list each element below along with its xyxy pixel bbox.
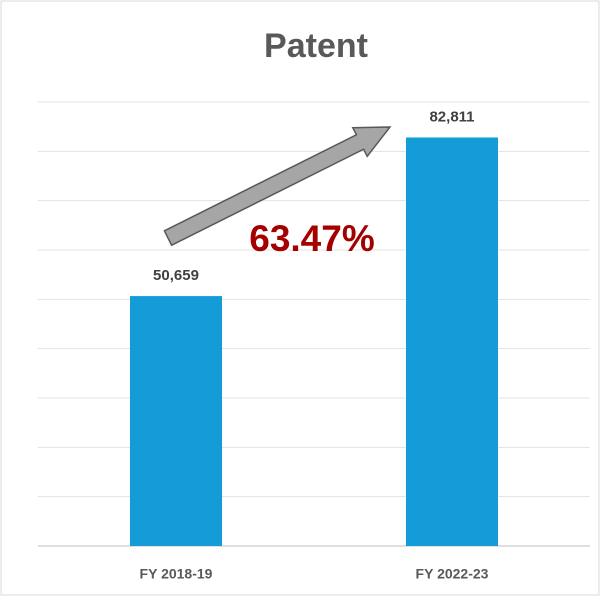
data-label: 82,811 (429, 108, 474, 125)
bar (406, 137, 498, 546)
growth-arrow (163, 126, 392, 247)
x-tick-label: FY 2018-19 (140, 566, 213, 582)
x-tick-label: FY 2022-23 (416, 566, 489, 582)
chart-title: Patent (264, 27, 368, 65)
annotation: 63.47% (249, 218, 375, 259)
bar (130, 296, 222, 546)
data-label: 50,659 (153, 267, 199, 284)
